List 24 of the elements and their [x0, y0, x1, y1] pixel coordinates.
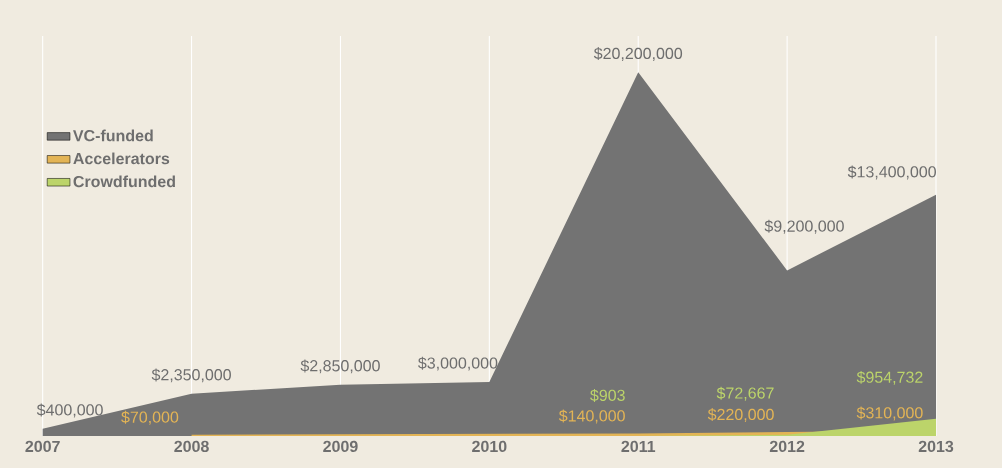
data-label: $903 — [590, 388, 625, 402]
x-tick-label: 2008 — [174, 440, 209, 453]
legend-label: VC-funded — [73, 129, 153, 142]
data-label: $400,000 — [36, 403, 103, 418]
data-label: $70,000 — [121, 410, 179, 425]
data-label: $20,200,000 — [593, 47, 683, 61]
x-tick-label: 2012 — [769, 440, 805, 453]
data-label: $140,000 — [558, 409, 625, 424]
data-label: $3,000,000 — [418, 356, 498, 371]
legend-label: Accelerators — [73, 152, 170, 165]
data-label: $72,667 — [716, 386, 774, 401]
x-tick-label: 2013 — [918, 440, 954, 453]
data-label: $954,732 — [856, 370, 923, 385]
x-tick-label: 2011 — [621, 440, 656, 453]
data-label: $2,350,000 — [151, 368, 231, 383]
legend-label: Crowdfunded — [73, 175, 175, 188]
x-tick-label: 2007 — [25, 440, 60, 453]
data-label: $220,000 — [707, 408, 774, 422]
data-label: $9,200,000 — [764, 219, 844, 234]
data-label: $2,850,000 — [300, 359, 380, 374]
x-tick-label: 2009 — [323, 440, 358, 453]
x-tick-label: 2010 — [472, 440, 507, 453]
data-label: $310,000 — [856, 406, 923, 421]
data-label: $13,400,000 — [847, 165, 936, 180]
